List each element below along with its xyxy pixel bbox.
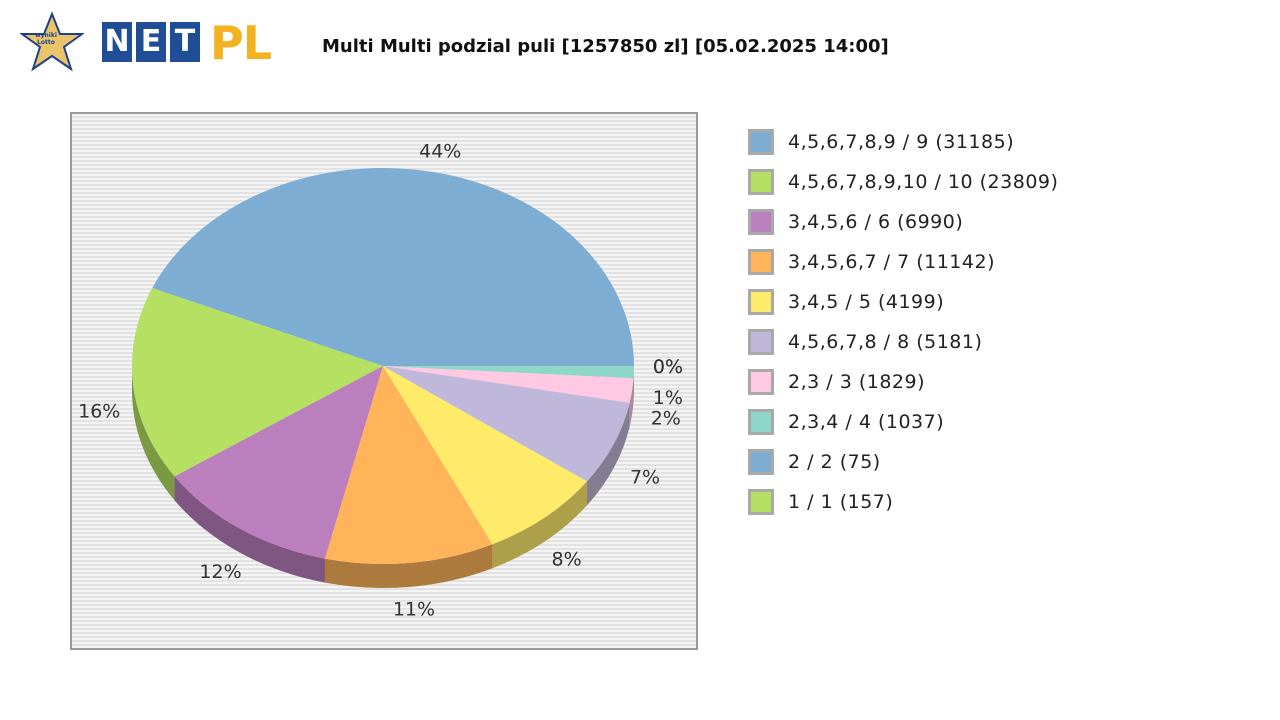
- pie-slice-side: [132, 366, 175, 501]
- pie-top: [132, 167, 635, 564]
- pie-percent-label: 0%: [653, 356, 683, 378]
- pie-slice-side: [586, 402, 630, 506]
- pie-percent-label: 16%: [78, 400, 120, 422]
- chart-title: Multi Multi podzial puli [1257850 zl] [0…: [322, 36, 889, 57]
- legend-label: 4,5,6,7,8,9 / 9 (31185): [788, 131, 1015, 153]
- star-logo-text: wyniki Lotto: [31, 32, 61, 46]
- star-text-line1: wyniki: [35, 32, 57, 39]
- pie-slice: [152, 167, 635, 366]
- legend-item: 2 / 2 (75): [748, 442, 1058, 482]
- pie-percent-label: 7%: [630, 467, 660, 489]
- legend-label: 4,5,6,7,8,9,10 / 10 (23809): [788, 171, 1059, 193]
- pie-slice: [383, 366, 587, 545]
- legend-item: 4,5,6,7,8,9,10 / 10 (23809): [748, 162, 1058, 202]
- pie-slice: [383, 366, 630, 482]
- legend: 4,5,6,7,8,9 / 9 (31185) 4,5,6,7,8,9,10 / …: [748, 122, 1058, 522]
- pie-slice-side: [174, 476, 325, 583]
- pie-percent-label: 2%: [651, 407, 681, 429]
- legend-item: 4,5,6,7,8,9 / 9 (31185): [748, 122, 1058, 162]
- star-logo-icon: [20, 11, 84, 72]
- legend-item: 2,3,4 / 4 (1037): [748, 402, 1058, 442]
- legend-item: 4,5,6,7,8 / 8 (5181): [748, 322, 1058, 362]
- pie-slice: [383, 366, 634, 379]
- star-text-line2: Lotto: [37, 39, 55, 46]
- legend-swatch: [748, 329, 774, 355]
- logo-tile-e: E: [136, 22, 166, 62]
- pie-slice: [383, 366, 634, 403]
- legend-label: 1 / 1 (157): [788, 491, 894, 513]
- legend-swatch: [748, 249, 774, 275]
- pie-slice: [324, 366, 493, 564]
- legend-swatch: [748, 489, 774, 515]
- legend-item: 3,4,5,6,7 / 7 (11142): [748, 242, 1058, 282]
- pie-percent-label: 8%: [551, 548, 581, 570]
- legend-swatch: [748, 289, 774, 315]
- legend-label: 2,3,4 / 4 (1037): [788, 411, 945, 433]
- legend-label: 3,4,5,6 / 6 (6990): [788, 211, 964, 233]
- legend-label: 2,3 / 3 (1829): [788, 371, 926, 393]
- logo-tile-n: N: [102, 22, 132, 62]
- pie-slice: [174, 366, 383, 559]
- legend-item: 3,4,5,6 / 6 (6990): [748, 202, 1058, 242]
- pie-percent-label: 0%: [653, 356, 683, 378]
- pie-slice-side: [492, 481, 587, 569]
- pie-labels: 44%16%12%11%8%7%2%1%0%0%: [78, 140, 683, 620]
- legend-swatch: [748, 409, 774, 435]
- legend-swatch: [748, 169, 774, 195]
- legend-swatch: [748, 209, 774, 235]
- logo-pl: PL: [210, 16, 272, 70]
- legend-item: 2,3 / 3 (1829): [748, 362, 1058, 402]
- legend-label: 3,4,5,6,7 / 7 (11142): [788, 251, 995, 273]
- pie-percent-label: 44%: [419, 140, 461, 162]
- legend-label: 3,4,5 / 5 (4199): [788, 291, 945, 313]
- legend-swatch: [748, 369, 774, 395]
- pie-slice: [132, 288, 383, 477]
- netpl-logo[interactable]: wyniki Lotto N E T PL: [20, 10, 272, 72]
- logo-tile-t: T: [170, 22, 200, 62]
- legend-item: 3,4,5 / 5 (4199): [748, 282, 1058, 322]
- pie-depth: [132, 366, 634, 588]
- legend-swatch: [748, 449, 774, 475]
- pie-slice-side: [629, 378, 634, 427]
- legend-label: 2 / 2 (75): [788, 451, 881, 473]
- pie-percent-label: 12%: [199, 561, 241, 583]
- pie-percent-label: 11%: [393, 599, 435, 621]
- legend-swatch: [748, 129, 774, 155]
- legend-label: 4,5,6,7,8 / 8 (5181): [788, 331, 983, 353]
- logo-wordmark: N E T PL: [102, 16, 272, 70]
- legend-item: 1 / 1 (157): [748, 482, 1058, 522]
- pie-percent-label: 1%: [653, 387, 683, 409]
- pie-slice-side: [324, 544, 493, 588]
